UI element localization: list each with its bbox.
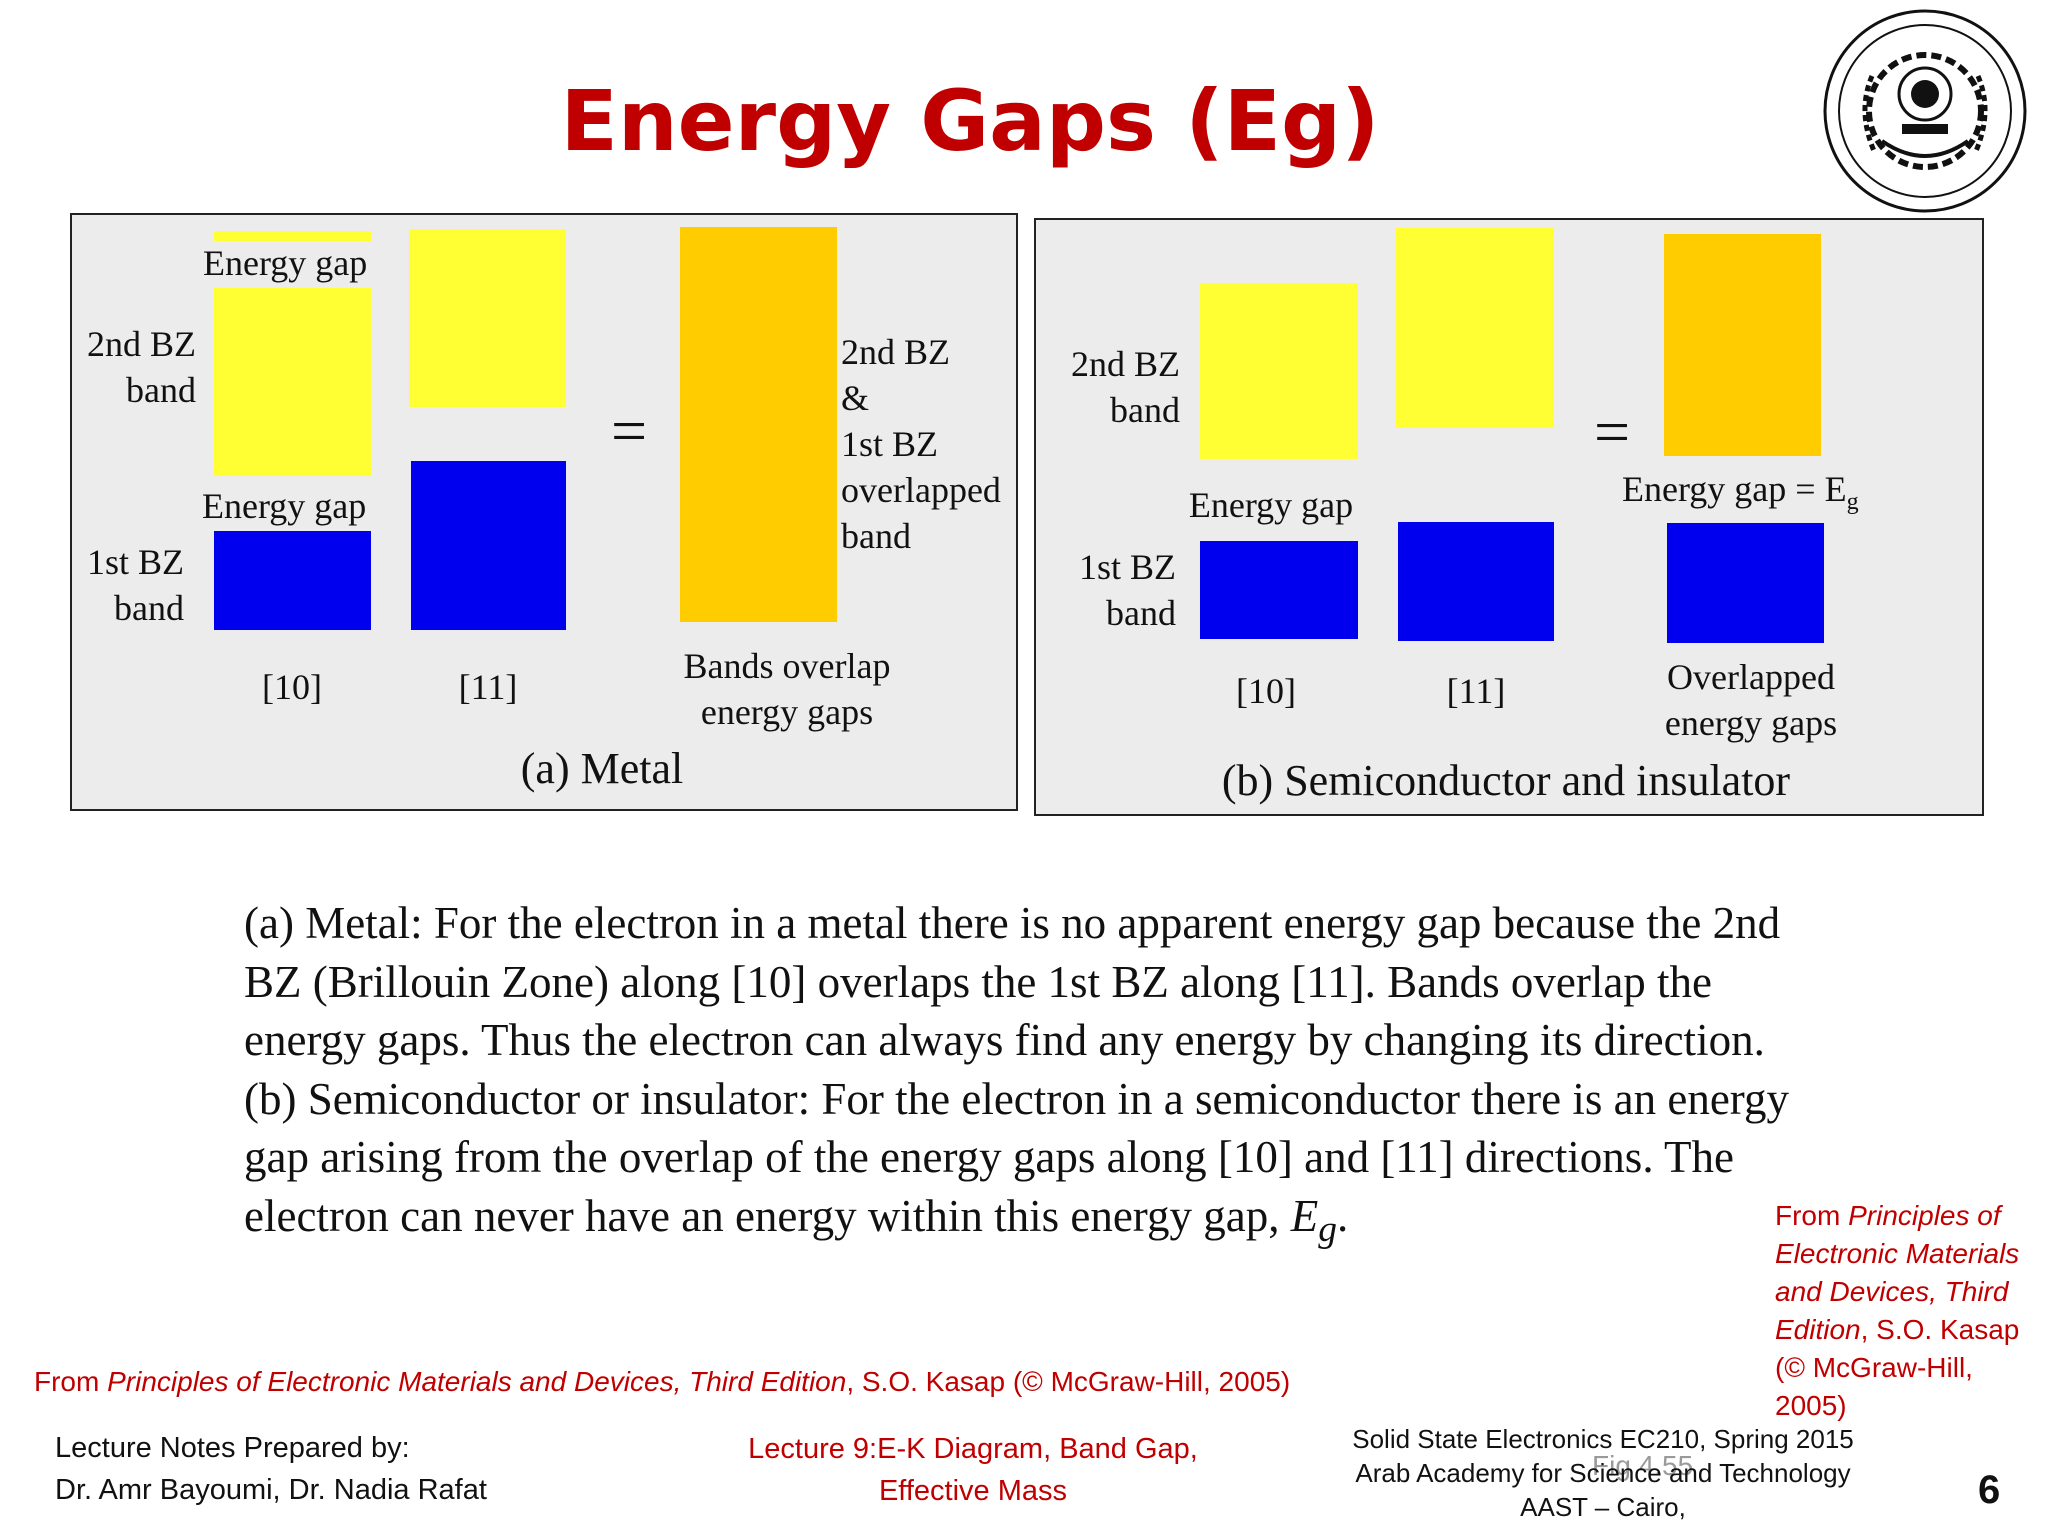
semi-1st-bz-band-10 [1200, 541, 1358, 639]
semi-result-label: Overlapped energy gaps [1664, 657, 1838, 743]
semi-energy-gap-label: Energy gap [1188, 485, 1354, 525]
semi-lower-overlap-band [1667, 523, 1824, 643]
metal-dir-10-label: [10] [262, 667, 322, 707]
citation-bottom: From Principles of Electronic Materials … [34, 1366, 1291, 1397]
semi-1st-bz-band-11 [1398, 522, 1554, 641]
metal-2nd-bz-label: 2nd BZ band [86, 324, 196, 410]
metal-overlap-label: 2nd BZ & 1st BZ overlapped band [841, 332, 1001, 556]
footer-lecture: Lecture 9:E-K Diagram, Band Gap, Effectiv… [748, 1433, 1198, 1507]
eg-subscript: g [1846, 489, 1859, 516]
semi-dir-11-label: [11] [1446, 671, 1506, 711]
metal-1st-bz-label: 1st BZ band [86, 542, 184, 628]
semi-eg-label: Energy gap = Eg [1622, 469, 1859, 516]
semi-2nd-bz-band-11 [1396, 228, 1554, 428]
metal-2nd-bz-band-10 [214, 231, 371, 241]
citation-side: From Principles of Electronic Materials … [1775, 1200, 2020, 1421]
aast-logo-seal [1823, 9, 2027, 213]
metal-panel: Energy gap 2nd BZ band Energy gap 1st BZ b… [70, 213, 1018, 811]
metal-1st-bz-band-11 [411, 461, 566, 630]
metal-caption: (a) Metal [520, 744, 684, 793]
body-text: (a) Metal: For the electron in a metal t… [244, 894, 1834, 1259]
metal-result-label: Bands overlap energy gaps [683, 646, 891, 732]
semiconductor-panel: 2nd BZ band Energy gap 1st BZ band [10] [1… [1034, 218, 1984, 816]
metal-dir-11-label: [11] [458, 667, 518, 707]
metal-2nd-bz-band-10-main [214, 288, 371, 476]
semi-dir-10-label: [10] [1236, 671, 1296, 711]
footer-course: Solid State Electronics EC210, Spring 20… [1352, 1424, 1854, 1522]
metal-energy-gap-top-label: Energy gap [203, 243, 368, 283]
metal-2nd-bz-band-11 [409, 229, 566, 407]
semi-equals-sign: = [1593, 396, 1631, 467]
metal-energy-gap-mid-label: Energy gap [202, 486, 367, 526]
slide-title: Energy Gaps (Eg) [560, 72, 1380, 170]
semi-2nd-bz-label: 2nd BZ band [1070, 344, 1180, 430]
body-paragraph-metal: (a) Metal: For the electron in a metal t… [244, 898, 1781, 1065]
metal-overlapped-band [680, 227, 837, 622]
metal-equals-sign: = [610, 395, 648, 466]
semi-upper-overlap-band [1664, 234, 1821, 456]
semi-caption: (b) Semiconductor and insulator [1221, 756, 1791, 805]
page-number: 6 [1978, 1468, 2001, 1512]
semi-2nd-bz-band-10 [1200, 283, 1358, 459]
semi-1st-bz-label: 1st BZ band [1078, 547, 1176, 633]
metal-1st-bz-band-10 [214, 531, 371, 630]
body-paragraph-semiconductor: (b) Semiconductor or insulator: For the … [244, 1073, 1789, 1250]
footer-author: Lecture Notes Prepared by: Dr. Amr Bayoum… [55, 1432, 487, 1506]
figure-label: Fig 4.55 [1592, 1450, 1694, 1481]
